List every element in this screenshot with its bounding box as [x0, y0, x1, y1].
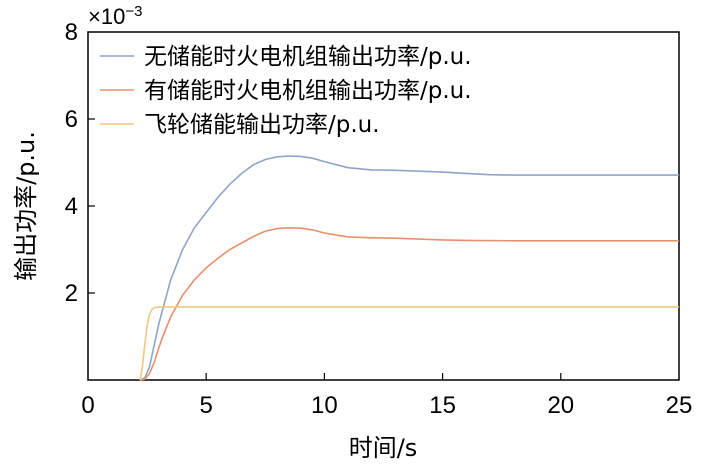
series-line-2	[139, 226, 679, 381]
y-scale-factor: ×10	[88, 4, 125, 29]
x-tick-label: 5	[200, 392, 213, 419]
legend: 无储能时火电机组输出功率/p.u. 有储能时火电机组输出功率/p.u. 飞轮储能输出…	[100, 44, 472, 138]
series-line-1	[139, 155, 679, 381]
x-axis-ticks: 0 5 10 15 20 25	[81, 373, 692, 419]
x-axis-title: 时间/s	[349, 434, 418, 462]
series-layer	[139, 155, 679, 381]
y-scale-exponent-value: −3	[125, 3, 142, 20]
series-line-3	[139, 306, 679, 381]
y-tick-label: 4	[65, 193, 78, 220]
x-tick-label: 15	[429, 392, 456, 419]
legend-label: 无储能时火电机组输出功率/p.u.	[144, 44, 472, 70]
legend-label: 有储能时火电机组输出功率/p.u.	[144, 78, 472, 104]
y-axis-title: 输出功率/p.u.	[12, 131, 40, 281]
y-tick-label: 8	[65, 19, 78, 46]
x-tick-label: 20	[547, 392, 574, 419]
x-tick-label: 25	[666, 392, 693, 419]
y-tick-label: 6	[65, 106, 78, 133]
y-scale-exponent: ×10−3	[88, 3, 142, 29]
legend-label: 飞轮储能输出功率/p.u.	[144, 112, 380, 138]
y-tick-label: 2	[65, 280, 78, 307]
y-axis-ticks: 2 4 6 8	[65, 19, 95, 307]
x-tick-label: 0	[81, 392, 94, 419]
x-tick-label: 10	[311, 392, 338, 419]
